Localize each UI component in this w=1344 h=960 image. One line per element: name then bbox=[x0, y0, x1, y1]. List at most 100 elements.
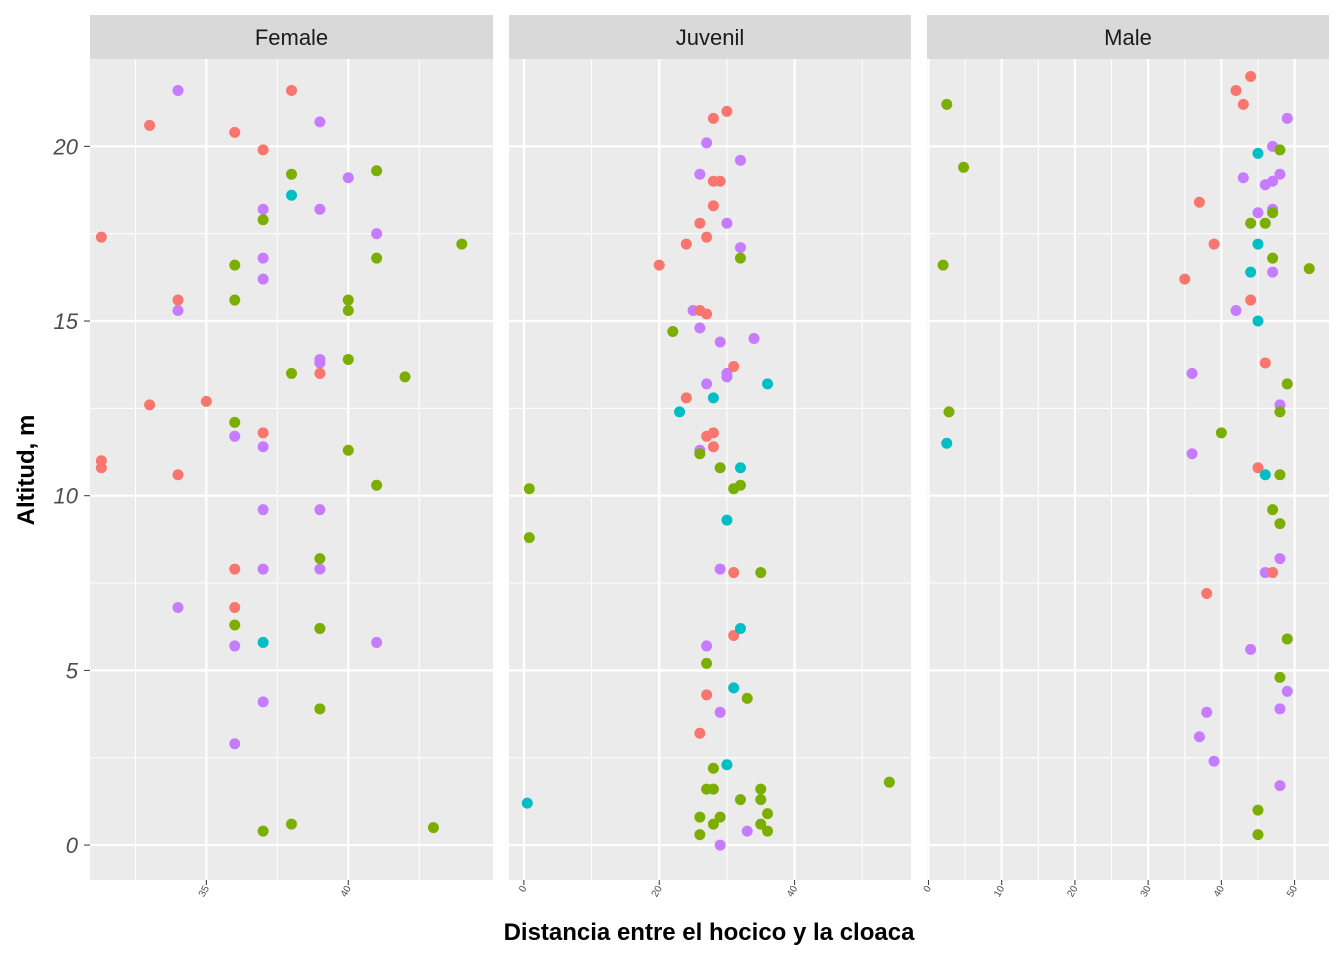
data-point bbox=[714, 175, 726, 187]
data-point bbox=[1230, 84, 1242, 96]
data-point bbox=[229, 259, 241, 271]
data-point bbox=[257, 825, 269, 837]
data-point bbox=[342, 444, 354, 456]
data-point bbox=[694, 168, 706, 180]
data-point bbox=[1245, 266, 1257, 278]
data-point bbox=[707, 783, 719, 795]
data-point bbox=[721, 105, 733, 117]
data-point bbox=[144, 119, 156, 131]
data-point bbox=[701, 378, 713, 390]
data-point bbox=[1252, 238, 1264, 250]
data-point bbox=[1267, 266, 1279, 278]
data-point bbox=[229, 416, 241, 428]
data-point bbox=[229, 563, 241, 575]
data-point bbox=[1245, 294, 1257, 306]
data-point bbox=[1252, 829, 1264, 841]
data-point bbox=[200, 395, 212, 407]
data-point bbox=[229, 738, 241, 750]
data-point bbox=[734, 794, 746, 806]
data-point bbox=[1186, 448, 1198, 460]
data-point bbox=[1281, 685, 1293, 697]
data-point bbox=[694, 322, 706, 334]
data-point bbox=[1252, 207, 1264, 219]
data-point bbox=[707, 441, 719, 453]
data-point bbox=[707, 112, 719, 124]
data-point bbox=[286, 84, 297, 96]
data-point bbox=[1259, 217, 1271, 229]
data-point bbox=[714, 839, 726, 851]
data-point bbox=[755, 567, 767, 579]
data-point bbox=[1267, 504, 1279, 516]
data-point bbox=[314, 203, 326, 215]
x-tick-label: 50 bbox=[1285, 884, 1300, 900]
data-point bbox=[371, 479, 383, 491]
data-point bbox=[937, 259, 949, 271]
data-point bbox=[172, 84, 184, 96]
panel-background bbox=[509, 59, 911, 880]
data-point bbox=[721, 371, 733, 383]
data-point bbox=[1186, 367, 1198, 379]
data-point bbox=[701, 640, 713, 652]
data-point bbox=[714, 563, 726, 575]
data-point bbox=[314, 553, 326, 565]
x-tick-label: 35 bbox=[197, 884, 212, 900]
data-point bbox=[701, 137, 713, 149]
data-point bbox=[1193, 731, 1205, 743]
data-point bbox=[741, 692, 753, 704]
data-point bbox=[694, 829, 706, 841]
data-point bbox=[1303, 263, 1315, 275]
data-point bbox=[728, 567, 740, 579]
data-point bbox=[257, 563, 269, 575]
data-point bbox=[762, 808, 774, 820]
data-point bbox=[1274, 703, 1286, 715]
panel-background bbox=[90, 59, 493, 880]
data-point bbox=[456, 238, 468, 250]
data-point bbox=[257, 504, 269, 516]
data-point bbox=[1245, 70, 1257, 82]
data-point bbox=[701, 231, 713, 243]
data-point bbox=[229, 619, 241, 631]
data-point bbox=[172, 305, 184, 317]
data-point bbox=[680, 238, 692, 250]
facet-strip bbox=[927, 15, 1329, 59]
data-point bbox=[1267, 567, 1279, 579]
data-point bbox=[1245, 643, 1257, 655]
data-point bbox=[229, 430, 241, 442]
data-point bbox=[734, 252, 746, 264]
data-point bbox=[1208, 755, 1220, 767]
data-point bbox=[941, 437, 953, 449]
data-point bbox=[1274, 144, 1286, 156]
data-point bbox=[257, 252, 269, 264]
data-point bbox=[371, 252, 383, 264]
data-point bbox=[734, 154, 746, 166]
data-point bbox=[1281, 378, 1293, 390]
data-point bbox=[314, 367, 326, 379]
data-point bbox=[257, 441, 269, 453]
facet-strip bbox=[90, 15, 493, 59]
data-point bbox=[1267, 252, 1279, 264]
data-point bbox=[714, 336, 726, 348]
data-point bbox=[714, 811, 726, 823]
data-point bbox=[314, 504, 326, 516]
data-point bbox=[701, 308, 713, 320]
data-point bbox=[1259, 469, 1271, 481]
data-point bbox=[943, 406, 955, 418]
data-point bbox=[721, 514, 733, 526]
facet-strip-label: Juvenil bbox=[676, 25, 744, 50]
data-point bbox=[1252, 147, 1264, 159]
data-point bbox=[721, 217, 733, 229]
data-point bbox=[286, 818, 297, 830]
data-point bbox=[314, 703, 326, 715]
data-point bbox=[1274, 671, 1286, 683]
data-point bbox=[748, 332, 760, 344]
data-point bbox=[734, 462, 746, 474]
data-point bbox=[701, 657, 713, 669]
data-point bbox=[1274, 518, 1286, 530]
data-point bbox=[941, 98, 953, 110]
data-point bbox=[427, 822, 439, 834]
data-point bbox=[1252, 462, 1264, 474]
data-point bbox=[286, 367, 297, 379]
data-point bbox=[714, 706, 726, 718]
data-point bbox=[707, 392, 719, 404]
